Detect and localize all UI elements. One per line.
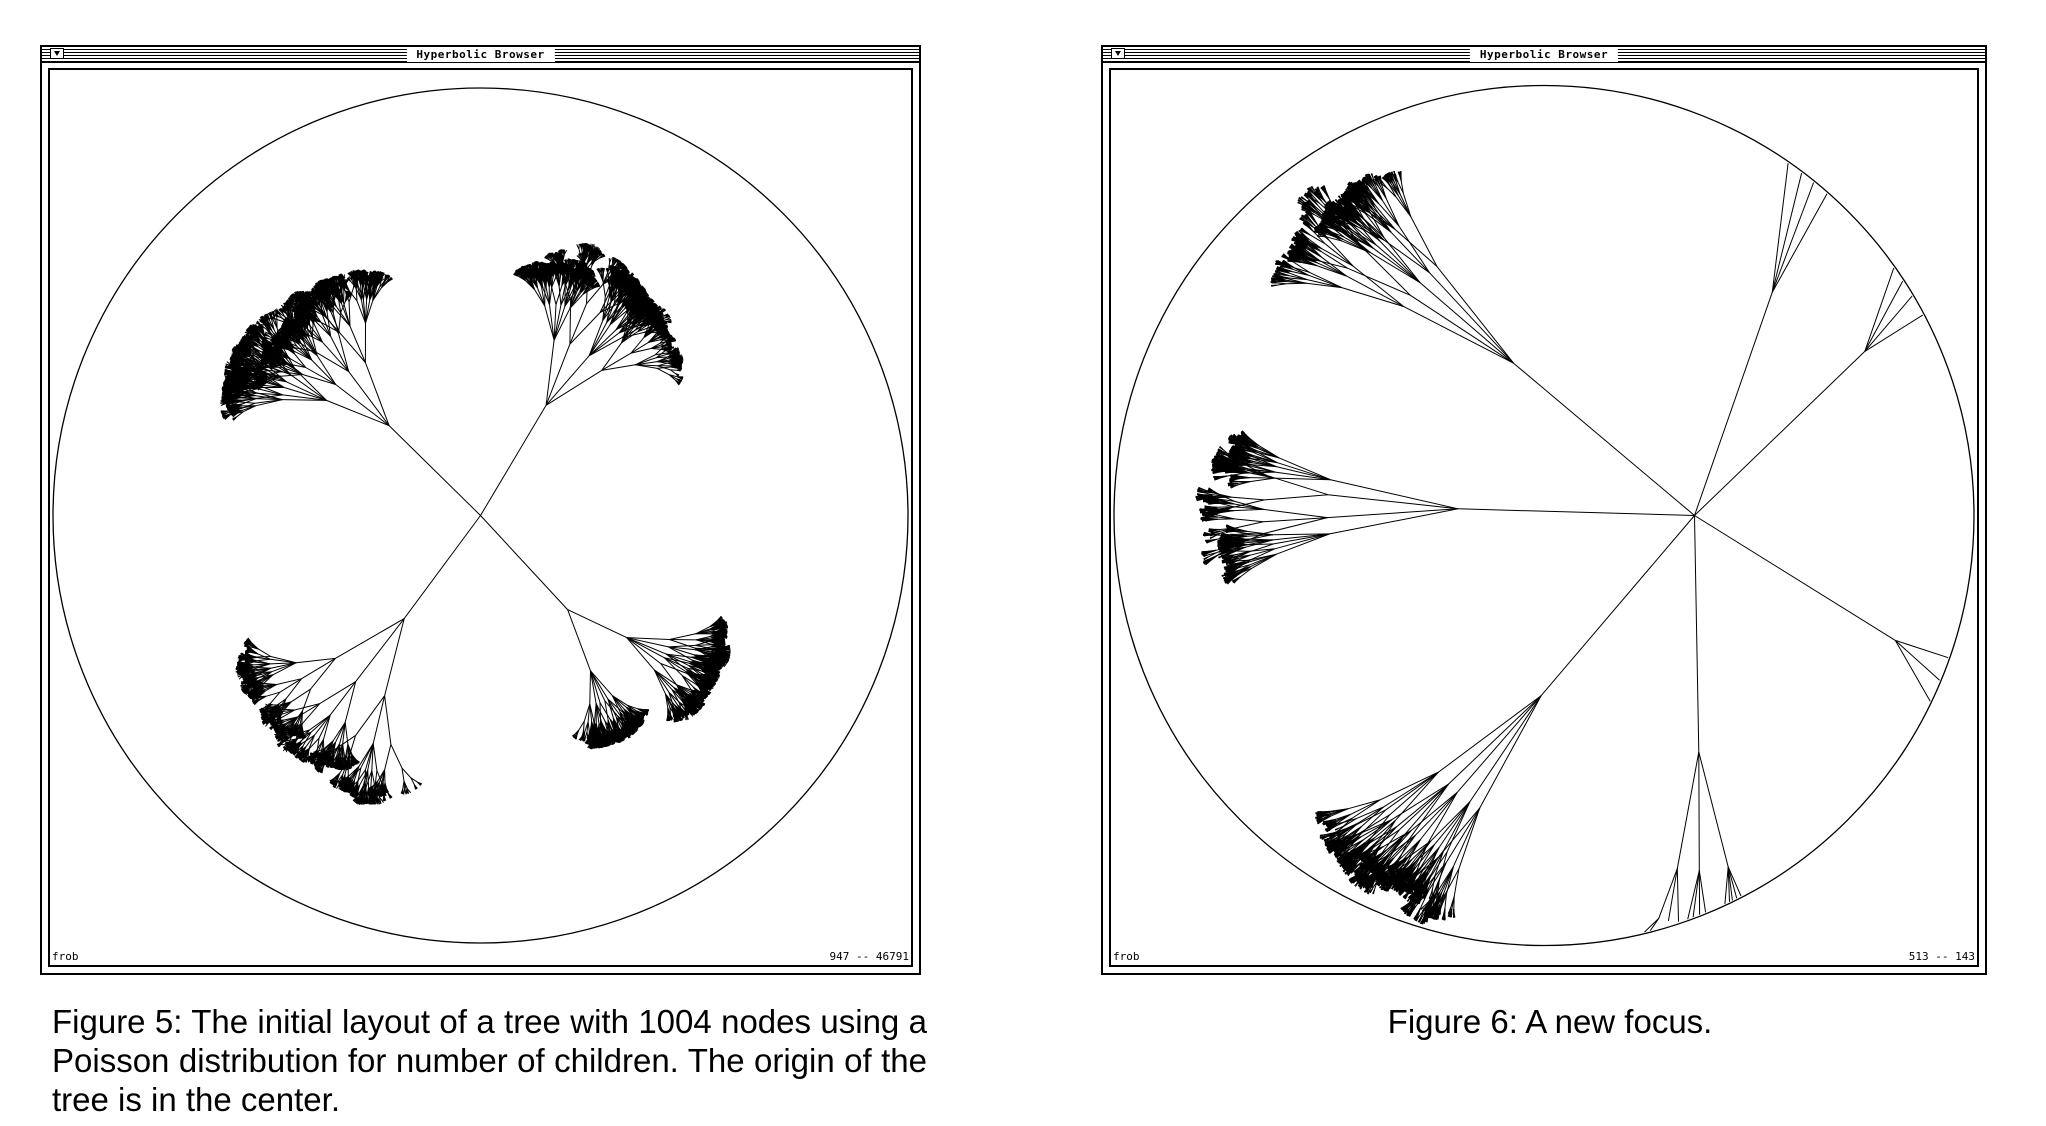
status-right: 947 -- 46791	[830, 951, 909, 963]
figure-6: Hyperbolic Browser frob 513 -- 143 Figur…	[1050, 0, 2046, 1126]
window-title: Hyperbolic Browser	[1469, 47, 1619, 62]
window-titlebar[interactable]: Hyperbolic Browser	[42, 47, 919, 63]
tree-canvas[interactable]: frob 947 -- 46791	[48, 68, 913, 967]
status-left: frob	[52, 951, 79, 963]
status-left: frob	[1113, 951, 1140, 963]
hyperbolic-browser-window: Hyperbolic Browser frob 947 -- 46791	[40, 45, 921, 975]
hyperbolic-browser-window: Hyperbolic Browser frob 513 -- 143	[1101, 45, 1987, 975]
disk-boundary	[1113, 84, 1975, 947]
hyperbolic-tree[interactable]	[50, 70, 911, 965]
window-titlebar[interactable]: Hyperbolic Browser	[1103, 47, 1985, 63]
tree-edges	[220, 243, 731, 805]
tree-canvas[interactable]: frob 513 -- 143	[1109, 68, 1979, 967]
window-menu-icon[interactable]	[50, 48, 64, 59]
figure-caption: Figure 5: The initial layout of a tree w…	[52, 1002, 927, 1119]
tree-edges	[1195, 163, 1949, 933]
hyperbolic-tree[interactable]	[1111, 70, 1977, 965]
disk-boundary	[52, 87, 909, 944]
figure-caption: Figure 6: A new focus.	[1050, 1002, 2046, 1041]
figure-5: Hyperbolic Browser frob 947 -- 46791 Fig…	[0, 0, 1010, 1126]
window-menu-icon[interactable]	[1111, 48, 1125, 59]
status-right: 513 -- 143	[1909, 951, 1975, 963]
window-title: Hyperbolic Browser	[406, 47, 555, 62]
